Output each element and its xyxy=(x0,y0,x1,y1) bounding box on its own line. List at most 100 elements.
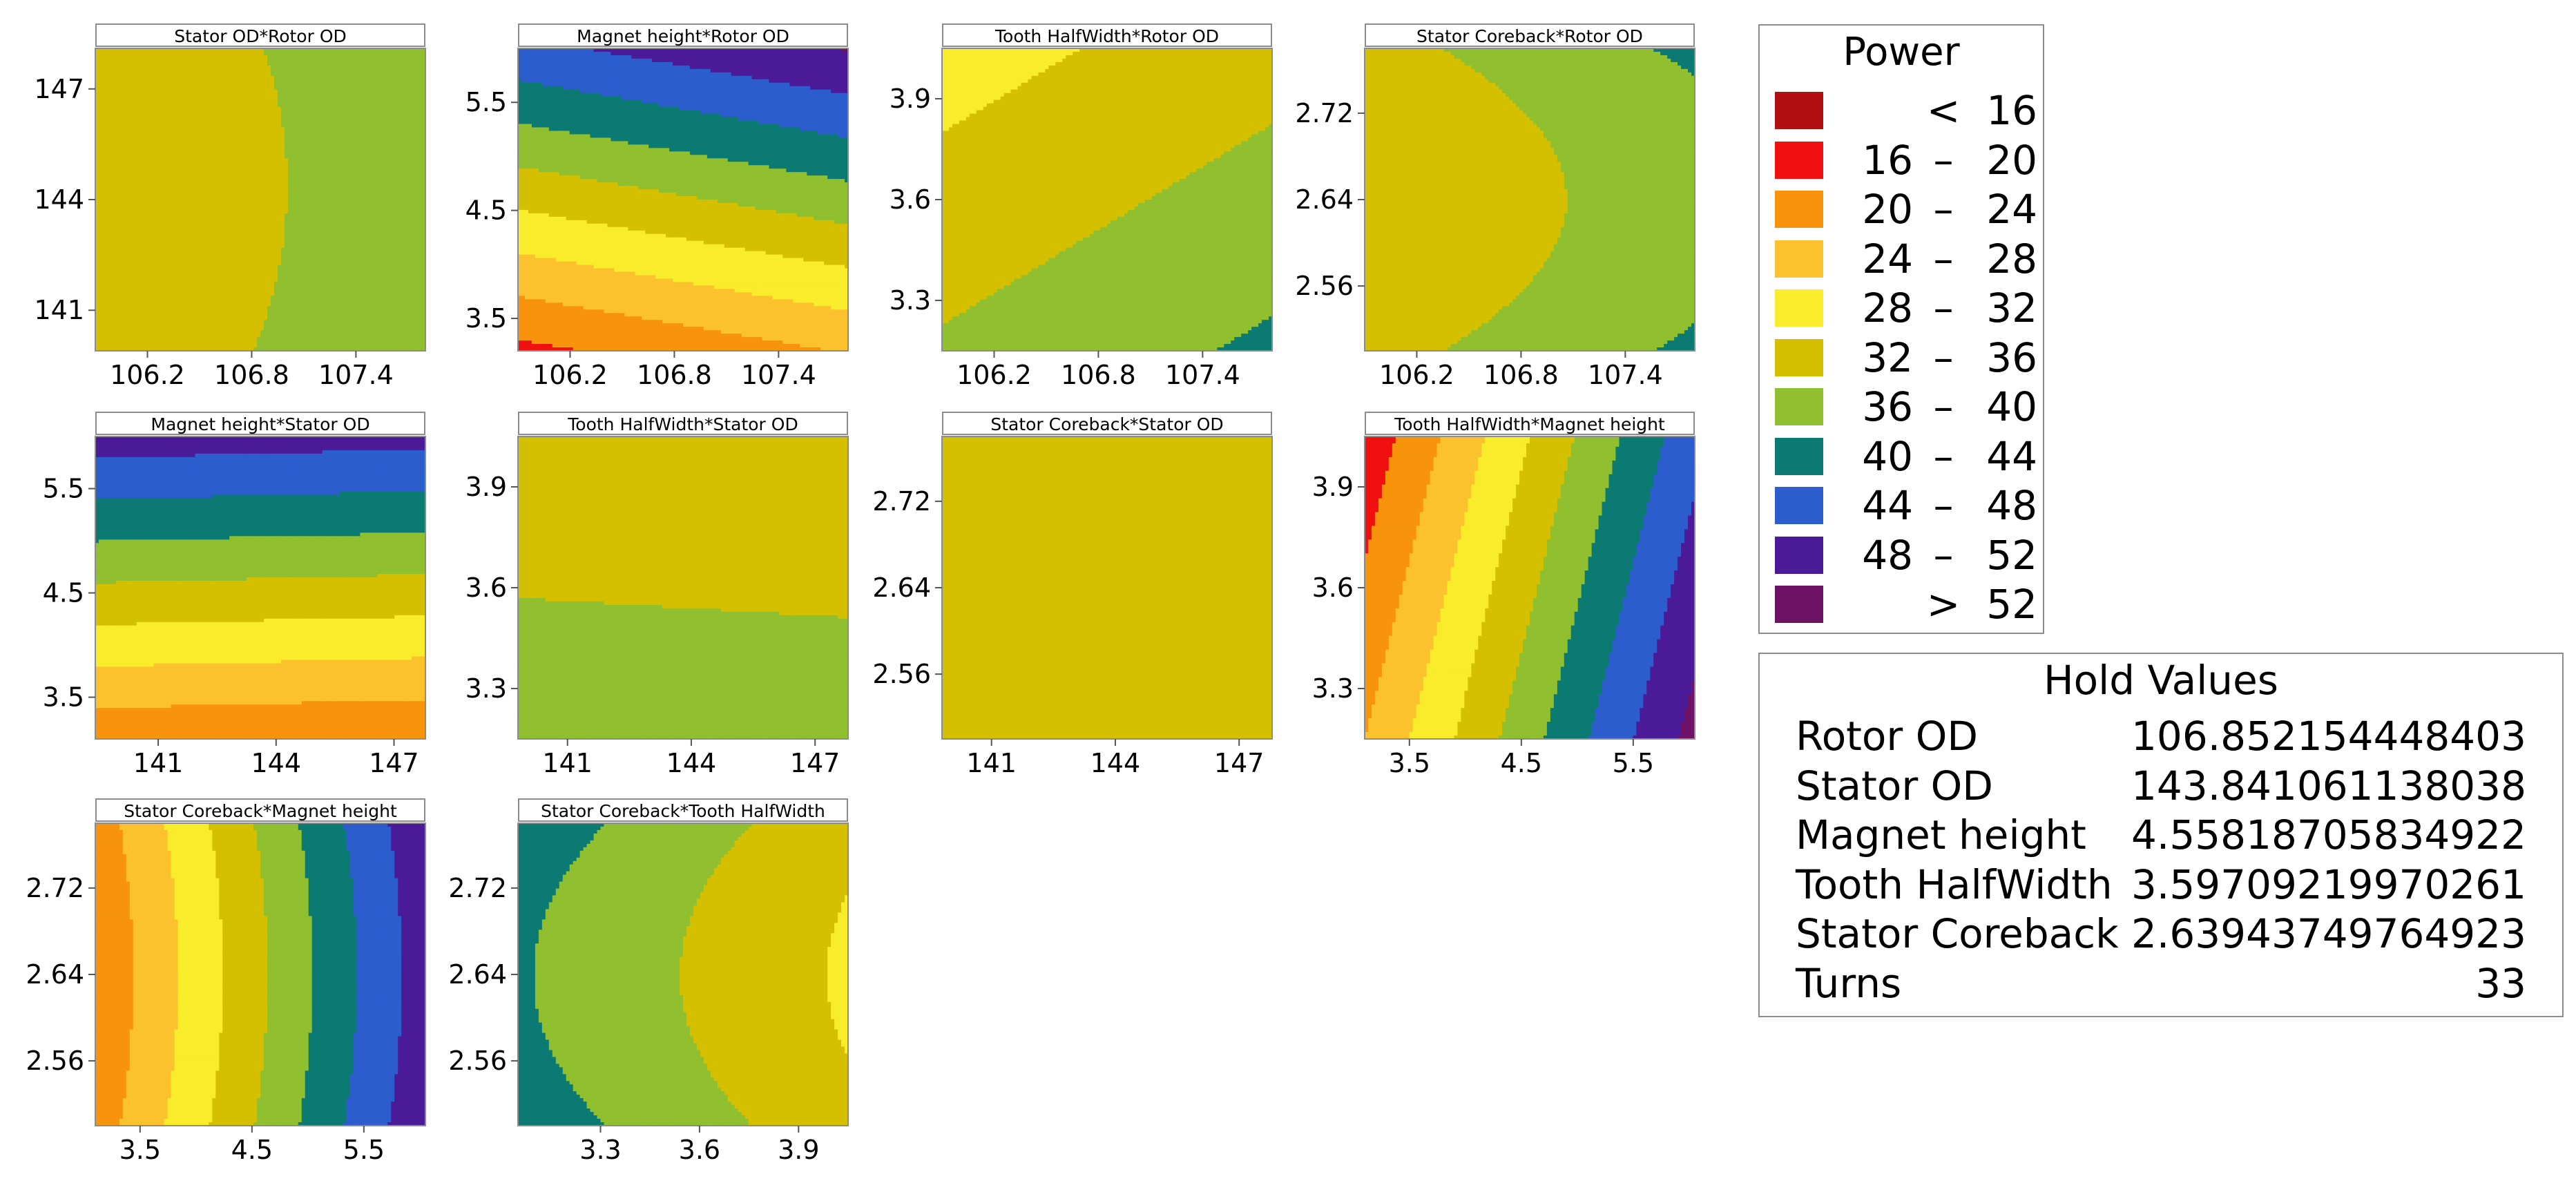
contour-cell xyxy=(267,55,271,59)
contour-cell xyxy=(316,52,320,56)
contour-cell xyxy=(374,52,378,56)
contour-cell xyxy=(419,52,423,56)
contour-cell xyxy=(305,52,309,56)
contour-cell xyxy=(302,52,306,56)
contour-cell xyxy=(257,52,261,56)
contour-cell xyxy=(157,52,162,56)
contour-cell xyxy=(349,52,354,56)
contour-cell xyxy=(387,55,392,59)
contour-cell xyxy=(370,55,374,59)
contour-cell xyxy=(175,52,179,56)
contour-cell xyxy=(346,55,350,59)
contour-cell xyxy=(236,59,240,63)
contour-cell xyxy=(271,59,275,63)
contour-cell xyxy=(343,59,347,63)
contour-cell xyxy=(340,59,344,63)
contour-cell xyxy=(250,59,254,63)
contour-cell xyxy=(312,55,316,59)
contour-cell xyxy=(349,59,354,63)
contour-cell xyxy=(123,52,127,56)
contour-cell xyxy=(202,59,206,63)
contour-cell xyxy=(377,59,381,63)
contour-cell xyxy=(398,59,402,63)
contour-cell xyxy=(260,55,265,59)
contour-cell xyxy=(119,59,124,63)
contour-cell xyxy=(309,52,313,56)
contour-cell xyxy=(113,52,117,56)
contour-cell xyxy=(353,59,357,63)
contour-cell xyxy=(178,59,182,63)
contour-cell xyxy=(298,55,302,59)
contour-cell xyxy=(316,59,320,63)
contour-cell xyxy=(102,59,106,63)
contour-cell xyxy=(99,52,103,56)
contour-cell xyxy=(205,55,209,59)
contour-cell xyxy=(312,52,316,56)
contour-cell xyxy=(267,59,271,63)
contour-cell xyxy=(384,59,388,63)
contour-cell xyxy=(137,55,141,59)
contour-cell xyxy=(367,55,371,59)
contour-cell xyxy=(281,59,285,63)
contour-cell xyxy=(367,59,371,63)
contour-cell xyxy=(144,59,148,63)
contour-cell xyxy=(229,59,233,63)
contour-cell xyxy=(288,55,292,59)
contour-cell xyxy=(195,52,199,56)
contour-cell xyxy=(106,52,110,56)
contour-cell xyxy=(233,55,237,59)
contour-cell xyxy=(253,52,258,56)
contour-cell xyxy=(408,52,412,56)
contour-cell xyxy=(401,52,405,56)
contour-cell xyxy=(123,59,127,63)
contour-cell xyxy=(333,55,337,59)
contour-cell xyxy=(133,52,137,56)
contour-cell xyxy=(298,59,302,63)
contour-cell xyxy=(264,59,268,63)
contour-cell xyxy=(130,52,134,56)
contour-cell xyxy=(198,52,202,56)
contour-cell xyxy=(219,52,223,56)
contour-cell xyxy=(209,59,213,63)
contour-cell xyxy=(353,55,357,59)
contour-cell xyxy=(116,55,120,59)
contour-cell xyxy=(387,52,392,56)
contour-cell xyxy=(236,52,240,56)
contour-cell xyxy=(405,59,409,63)
contour-cell xyxy=(264,55,268,59)
contour-cell xyxy=(212,55,216,59)
contour-cell xyxy=(191,52,195,56)
contour-cell xyxy=(326,59,330,63)
contour-cell xyxy=(257,55,261,59)
contour-cell xyxy=(151,55,155,59)
contour-cell xyxy=(133,55,137,59)
contour-cell xyxy=(157,55,162,59)
contour-cell xyxy=(191,59,195,63)
contour-cell xyxy=(405,55,409,59)
contour-cell xyxy=(419,55,423,59)
contour-cell xyxy=(147,59,151,63)
contour-cell xyxy=(123,55,127,59)
contour-cell xyxy=(274,55,278,59)
contour-cell xyxy=(278,55,282,59)
contour-cell xyxy=(285,59,289,63)
contour-cell xyxy=(243,52,247,56)
contour-cell xyxy=(367,52,371,56)
contour-cell xyxy=(419,59,423,63)
contour-cell xyxy=(415,52,419,56)
contour-cell xyxy=(198,55,202,59)
contour-cell xyxy=(102,52,106,56)
contour-cell xyxy=(198,59,202,63)
contour-cell xyxy=(401,55,405,59)
contour-cell xyxy=(151,52,155,56)
contour-cell xyxy=(295,52,299,56)
contour-cell xyxy=(99,55,103,59)
contour-cell xyxy=(130,55,134,59)
contour-cell xyxy=(202,52,206,56)
contour-cell xyxy=(171,59,175,63)
contour-panel: 106.2 106.8 107.4147144141 xyxy=(34,48,425,390)
contour-cell xyxy=(164,59,169,63)
contour-cell xyxy=(178,52,182,56)
contour-cell xyxy=(222,55,227,59)
contour-cell xyxy=(147,62,151,66)
